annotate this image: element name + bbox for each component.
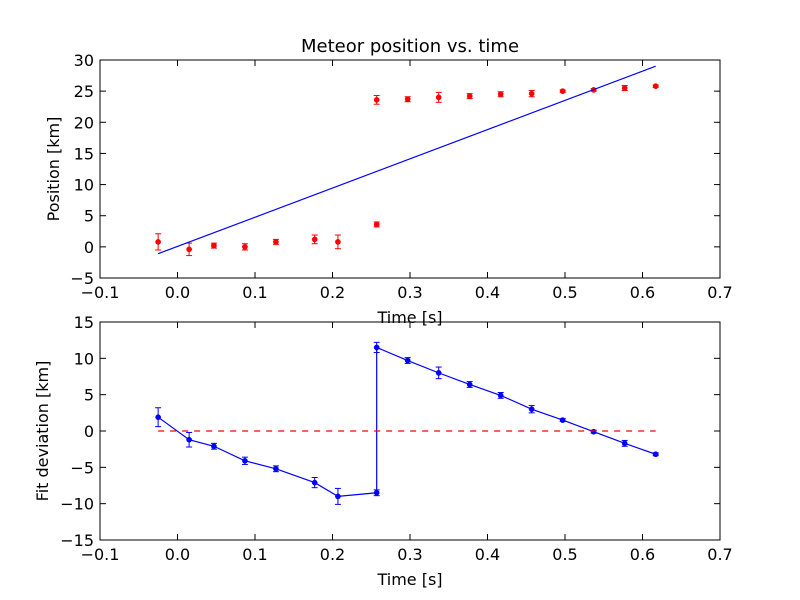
data-point [155,414,161,421]
x-tick-label: 0.3 [397,545,422,564]
y-axis: −5 0 5 10 15 20 25 30 [70,51,720,288]
x-tick-label: 0.2 [320,545,345,564]
data-point [559,88,566,94]
y-tick-label: 30 [74,51,94,70]
y-tick-label: −5 [70,269,94,288]
data-point [652,451,659,458]
data-point [211,242,217,249]
data-point [242,457,248,464]
data-point [186,436,192,443]
x-tick-label: 0.5 [552,545,577,564]
x-tick-label: 0.2 [320,283,345,302]
data-point [435,370,442,376]
data-point [211,443,217,450]
data-point [404,96,411,103]
y-tick-label: 0 [84,238,94,257]
data-point [466,381,473,388]
data-point [590,428,597,435]
data-point [528,90,535,97]
series-layer [155,65,659,257]
data-point [621,440,628,447]
data-point [528,406,535,413]
x-tick-label: −0.1 [81,545,120,564]
y-tick-label: 5 [84,386,94,405]
plot-frame [99,321,721,541]
data-point [335,493,341,500]
data-point [559,417,566,423]
data-point [186,246,192,253]
y-tick-label: 10 [74,349,94,368]
position-chart: Meteor position vs. time −0.1 0.0 0.1 0.2 0.… [44,36,733,327]
x-tick-label: 0.6 [630,545,655,564]
y-tick-label: 15 [74,144,94,163]
y-tick-label: −10 [60,495,94,514]
y-tick-label: 20 [74,113,94,132]
y-axis-label: Position [km] [44,117,63,222]
x-tick-label: 0.4 [475,283,500,302]
data-point [652,83,659,90]
series-line [157,346,656,498]
y-axis-label: Fit deviation [km] [33,361,52,502]
data-point [497,91,504,98]
data-point [435,94,442,101]
y-tick-label: −15 [60,531,94,550]
x-tick-label: 0.1 [242,283,267,302]
data-point [466,93,473,99]
x-tick-label: 0.7 [707,545,732,564]
fit-deviation-chart: −0.1 0.0 0.1 0.2 0.3 0.4 0.5 0.6 0.7 −15 −10 −5 0 5 1… [33,313,733,589]
x-tick-label: 0.0 [165,283,190,302]
x-axis: −0.1 0.0 0.1 0.2 0.3 0.4 0.5 0.6 0.7 [81,60,733,302]
data-point [155,239,161,245]
chart-title: Meteor position vs. time [301,36,519,57]
data-point [273,239,279,245]
data-point [335,239,341,245]
x-tick-label: 0.7 [707,283,732,302]
data-point [242,244,248,250]
y-tick-label: 10 [74,176,94,195]
x-tick-label: 0.3 [397,283,422,302]
plot-frame [99,59,721,279]
series-line [157,65,656,255]
y-tick-label: 25 [74,82,94,101]
x-axis-label: Time [s] [376,570,442,589]
y-tick-label: 5 [84,207,94,226]
data-point [373,221,380,228]
y-tick-label: 15 [74,313,94,332]
x-tick-label: 0.0 [165,545,190,564]
x-tick-label: 0.4 [475,545,500,564]
data-point [311,236,318,243]
data-point [311,479,318,486]
data-point [273,465,279,472]
data-point [373,97,380,103]
data-point [373,489,380,496]
x-tick-label: 0.1 [242,545,267,564]
data-point [404,357,411,364]
series-layer [155,341,659,505]
x-tick-label: 0.6 [630,283,655,302]
y-tick-label: 0 [84,422,94,441]
x-tick-label: −0.1 [81,283,120,302]
x-tick-label: 0.5 [552,283,577,302]
y-axis: −15 −10 −5 0 5 10 15 [60,313,720,550]
data-point [373,344,380,351]
y-tick-label: −5 [70,458,94,477]
data-point [497,392,504,399]
data-point [621,85,628,91]
